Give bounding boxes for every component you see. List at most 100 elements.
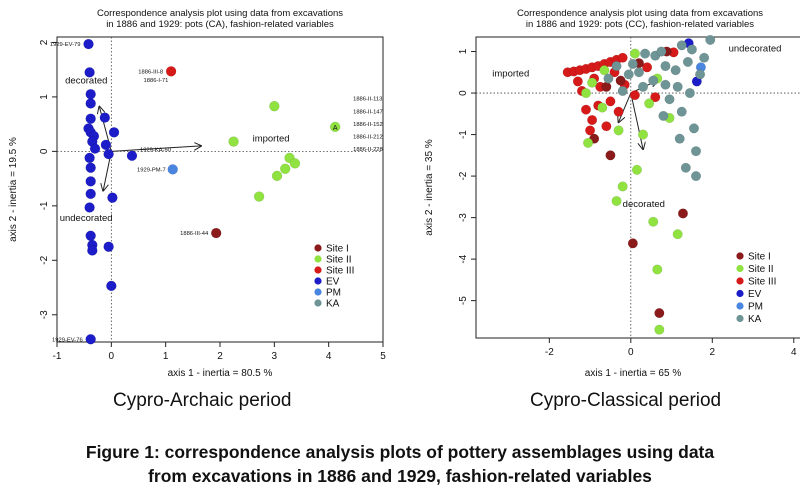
point-label: 1886-II-147 bbox=[353, 109, 383, 115]
chart-title-line-2: in 1886 and 1929: pots (CA), fashion-rel… bbox=[106, 19, 334, 30]
data-point bbox=[613, 106, 624, 117]
y-tick-label: -1 bbox=[458, 130, 469, 139]
data-point bbox=[637, 129, 649, 140]
data-point bbox=[629, 90, 640, 101]
point-label: 1929-EV-76 bbox=[52, 337, 83, 343]
data-point bbox=[676, 40, 687, 51]
data-point bbox=[617, 52, 628, 63]
legend-entry: EV bbox=[326, 277, 340, 288]
y-tick-label: 0 bbox=[458, 90, 469, 96]
data-point bbox=[674, 133, 685, 144]
x-tick-label: 4 bbox=[791, 347, 797, 358]
data-point bbox=[582, 137, 594, 148]
data-point bbox=[587, 77, 598, 88]
x-tick-label: 2 bbox=[217, 351, 223, 362]
data-point bbox=[631, 164, 642, 175]
data-point bbox=[99, 112, 111, 123]
data-point bbox=[676, 106, 687, 117]
y-tick-label: 1 bbox=[39, 94, 50, 100]
legend-entry: PM bbox=[748, 302, 763, 313]
y-tick-label: -1 bbox=[39, 201, 50, 210]
chart-title-line-2: in 1886 and 1929: pots (CC), fashion-rel… bbox=[526, 19, 754, 30]
data-point bbox=[100, 139, 112, 151]
legend-entry: Site III bbox=[326, 266, 354, 277]
data-point bbox=[640, 48, 651, 59]
x-tick-label: 2 bbox=[710, 347, 716, 358]
data-point bbox=[654, 324, 665, 335]
data-point bbox=[629, 48, 640, 59]
data-point bbox=[85, 230, 96, 242]
data-point bbox=[271, 170, 283, 182]
data-point bbox=[654, 308, 665, 319]
data-point bbox=[84, 67, 95, 78]
figure-caption-line-2: from excavations in 1886 and 1929, fashi… bbox=[148, 466, 652, 486]
legend-marker bbox=[314, 277, 322, 285]
variable-arrow bbox=[111, 146, 201, 152]
legend-marker bbox=[314, 244, 322, 252]
data-point bbox=[603, 73, 614, 84]
x-tick-label: 1 bbox=[163, 351, 169, 362]
data-point bbox=[617, 181, 628, 192]
variable-label: decorated bbox=[65, 75, 107, 86]
data-point bbox=[601, 121, 612, 132]
legend-marker bbox=[736, 264, 744, 273]
data-point bbox=[680, 162, 691, 173]
variable-label: imported bbox=[492, 68, 529, 79]
y-tick-label: -2 bbox=[458, 171, 469, 180]
data-point bbox=[84, 202, 95, 213]
panel-caption-left: Cypro-Archaic period bbox=[113, 390, 292, 411]
data-point bbox=[85, 176, 96, 187]
data-point bbox=[587, 114, 598, 126]
data-point bbox=[279, 163, 291, 175]
data-point bbox=[85, 98, 96, 109]
y-tick-label: -3 bbox=[39, 310, 50, 319]
data-point bbox=[597, 102, 608, 113]
data-point bbox=[650, 92, 661, 103]
x-tick-label: 0 bbox=[109, 351, 115, 362]
data-point bbox=[585, 125, 596, 136]
data-point bbox=[85, 334, 96, 345]
variable-label: undecorated bbox=[60, 213, 113, 224]
plot-right: Correspondence analysis plot using data … bbox=[424, 8, 800, 379]
data-point bbox=[601, 81, 612, 92]
data-point bbox=[627, 58, 638, 70]
data-point bbox=[572, 76, 583, 87]
point-label: 1929-KA-50 bbox=[140, 148, 171, 154]
y-tick-label: -5 bbox=[458, 296, 469, 305]
data-point bbox=[690, 171, 702, 182]
data-point bbox=[83, 38, 94, 50]
data-point bbox=[605, 150, 616, 161]
variable-arrow bbox=[630, 92, 643, 149]
data-point bbox=[167, 164, 178, 175]
data-point bbox=[210, 227, 222, 239]
data-point bbox=[599, 65, 610, 76]
point-label: 1886-II-152 bbox=[353, 122, 383, 128]
data-point bbox=[103, 148, 114, 160]
data-point bbox=[85, 88, 96, 100]
plot-left: Correspondence analysis plot using data … bbox=[8, 8, 386, 379]
data-point bbox=[660, 61, 671, 72]
y-tick-label: -3 bbox=[458, 213, 469, 222]
legend-entry: KA bbox=[748, 314, 762, 325]
data-point bbox=[688, 123, 700, 134]
data-point bbox=[699, 52, 710, 63]
x-tick-label: 4 bbox=[326, 351, 332, 362]
data-point bbox=[106, 280, 117, 292]
data-point bbox=[648, 75, 659, 86]
legend-entry: Site II bbox=[748, 264, 774, 275]
data-point bbox=[108, 127, 120, 138]
data-point bbox=[637, 81, 649, 92]
legend-entry: EV bbox=[748, 289, 762, 300]
legend-entry: Site II bbox=[326, 255, 352, 266]
y-tick-label: 2 bbox=[39, 39, 50, 45]
legend-marker bbox=[314, 299, 322, 307]
data-point bbox=[705, 34, 716, 45]
data-point bbox=[627, 238, 638, 249]
x-tick-label: 3 bbox=[272, 351, 278, 362]
data-point bbox=[677, 208, 689, 219]
data-point bbox=[672, 81, 683, 92]
chart-title-line-1: Correspondence analysis plot using data … bbox=[517, 8, 763, 19]
point-label: 1886-II-212 bbox=[353, 134, 383, 140]
x-tick-label: -2 bbox=[545, 347, 554, 358]
